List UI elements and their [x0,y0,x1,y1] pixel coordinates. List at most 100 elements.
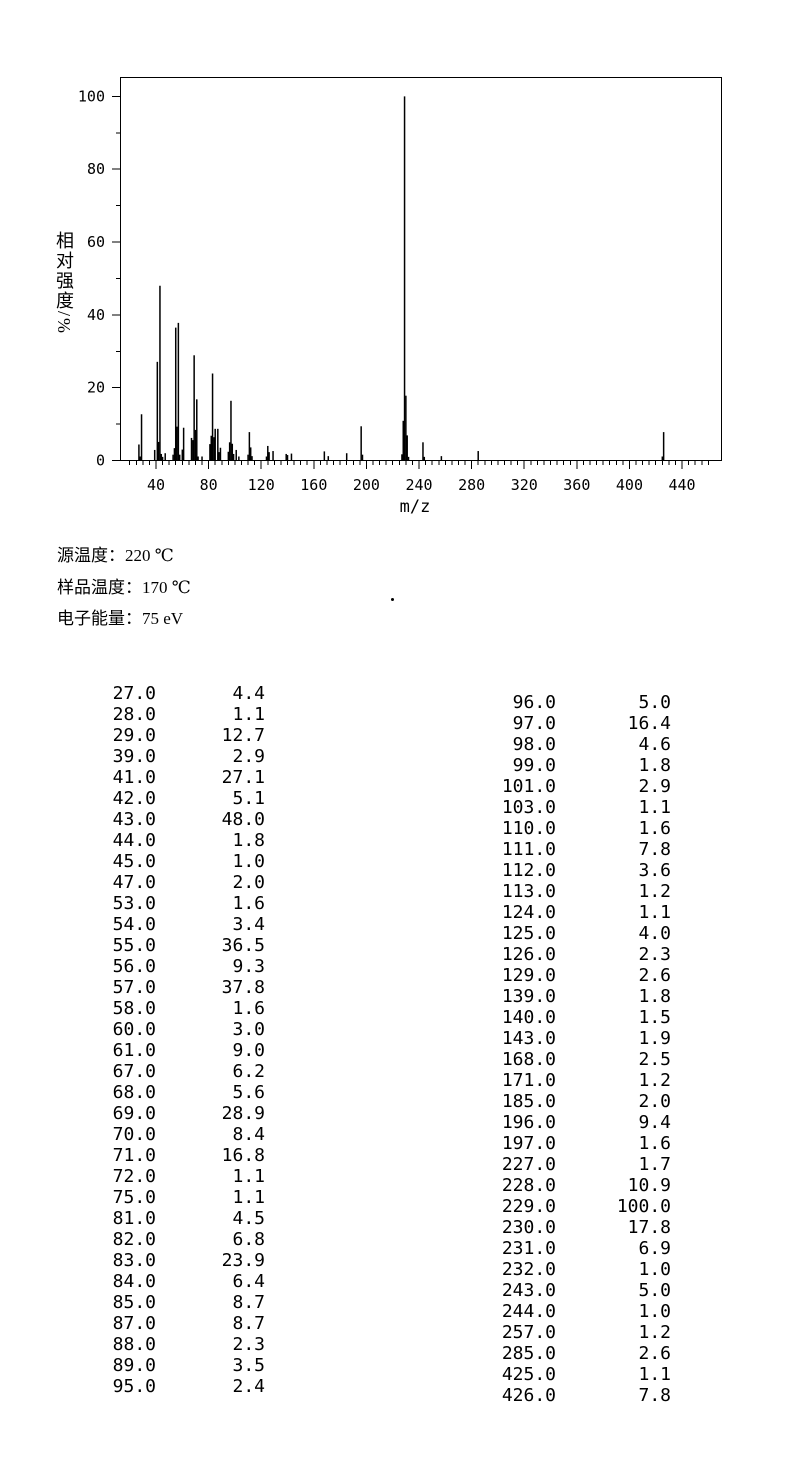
mz-value: 243.0 [501,1280,556,1301]
x-tick-label: 120 [248,476,275,494]
table-row: 126.0 2.3 [456,944,671,965]
mz-value: 88.0 [112,1334,156,1355]
table-row: 257.0 1.2 [456,1322,671,1343]
condition-value: 170 ℃ [142,577,191,597]
intensity-value: 100.0 [616,1196,671,1217]
table-row: 98.0 4.6 [456,734,671,755]
intensity-value: 3.4 [232,914,265,935]
intensity-value: 37.8 [221,977,265,998]
table-row: 243.0 5.0 [456,1280,671,1301]
mz-value: 97.0 [512,713,556,734]
condition-label: 样品温度： [57,577,142,597]
mz-value: 54.0 [112,914,156,935]
x-tick-label: 320 [511,476,538,494]
intensity-value: 1.1 [638,797,671,818]
table-row: 97.0 16.4 [456,713,671,734]
mz-value: 47.0 [112,872,156,893]
table-row: 41.0 27.1 [56,767,265,788]
condition-value: 75 eV [142,609,184,628]
intensity-value: 2.9 [638,776,671,797]
mz-value: 28.0 [112,704,156,725]
table-row: 67.0 6.2 [56,1061,265,1082]
table-row: 111.0 7.8 [456,839,671,860]
peak-table-right-column: 96.0 5.0 97.0 16.4 98.0 4.6 99.0 1.8 101.0 2.9 103… [456,692,671,1406]
mz-value: 55.0 [112,935,156,956]
table-row: 87.0 8.7 [56,1313,265,1334]
table-row: 143.0 1.9 [456,1028,671,1049]
table-row: 228.0 10.9 [456,1175,671,1196]
intensity-value: 1.5 [638,1007,671,1028]
table-row: 69.0 28.9 [56,1103,265,1124]
table-row: 28.0 1.1 [56,704,265,725]
mz-value: 257.0 [501,1322,556,1343]
table-row: 196.0 9.4 [456,1112,671,1133]
table-row: 81.0 4.5 [56,1208,265,1229]
intensity-value: 8.4 [232,1124,265,1145]
intensity-value: 28.9 [221,1103,265,1124]
table-row: 39.0 2.9 [56,746,265,767]
mz-value: 41.0 [112,767,156,788]
mz-value: 72.0 [112,1166,156,1187]
mz-value: 111.0 [501,839,556,860]
mz-value: 171.0 [501,1070,556,1091]
table-row: 85.0 8.7 [56,1292,265,1313]
conditions-block: 源温度：220 ℃ 样品温度：170 ℃ 电子能量：75 eV [57,540,191,635]
table-row: 54.0 3.4 [56,914,265,935]
mz-value: 168.0 [501,1049,556,1070]
x-tick-label: 80 [200,476,218,494]
mz-value: 113.0 [501,881,556,902]
table-row: 285.0 2.6 [456,1343,671,1364]
y-tick-label: 20 [87,379,105,397]
intensity-value: 23.9 [221,1250,265,1271]
mz-value: 126.0 [501,944,556,965]
intensity-value: 5.6 [232,1082,265,1103]
table-row: 229.0 100.0 [456,1196,671,1217]
condition-value: 220 ℃ [125,546,174,565]
mz-value: 129.0 [501,965,556,986]
intensity-value: 1.0 [232,851,265,872]
intensity-value: 6.4 [232,1271,265,1292]
mz-value: 69.0 [112,1103,156,1124]
intensity-value: 2.3 [638,944,671,965]
mz-value: 42.0 [112,788,156,809]
intensity-value: 9.3 [232,956,265,977]
table-row: 230.0 17.8 [456,1217,671,1238]
table-row: 101.0 2.9 [456,776,671,797]
mz-value: 85.0 [112,1292,156,1313]
table-row: 227.0 1.7 [456,1154,671,1175]
intensity-value: 12.7 [221,725,265,746]
x-tick-label: 200 [353,476,380,494]
table-row: 47.0 2.0 [56,872,265,893]
y-tick-label: 80 [87,160,105,178]
table-row: 84.0 6.4 [56,1271,265,1292]
mz-value: 70.0 [112,1124,156,1145]
mz-value: 67.0 [112,1061,156,1082]
mz-value: 75.0 [112,1187,156,1208]
intensity-value: 7.8 [638,1385,671,1406]
mz-value: 81.0 [112,1208,156,1229]
condition-sample-temperature: 样品温度：170 ℃ [57,572,191,604]
table-row: 197.0 1.6 [456,1133,671,1154]
intensity-value: 1.2 [638,1322,671,1343]
intensity-value: 8.7 [232,1313,265,1334]
mz-value: 227.0 [501,1154,556,1175]
mz-value: 45.0 [112,851,156,872]
y-axis-title: 相对强度/% [54,231,74,335]
mz-value: 139.0 [501,986,556,1007]
mz-value: 98.0 [512,734,556,755]
mz-value: 232.0 [501,1259,556,1280]
table-row: 426.0 7.8 [456,1385,671,1406]
intensity-value: 4.5 [232,1208,265,1229]
x-tick-label: 400 [616,476,643,494]
y-tick-label: 100 [78,87,105,105]
table-row: 71.0 16.8 [56,1145,265,1166]
x-axis-title: m/z [400,497,431,517]
mz-value: 53.0 [112,893,156,914]
intensity-value: 2.0 [638,1091,671,1112]
x-tick-label: 440 [669,476,696,494]
table-row: 244.0 1.0 [456,1301,671,1322]
mz-value: 143.0 [501,1028,556,1049]
table-row: 75.0 1.1 [56,1187,265,1208]
table-row: 83.0 23.9 [56,1250,265,1271]
